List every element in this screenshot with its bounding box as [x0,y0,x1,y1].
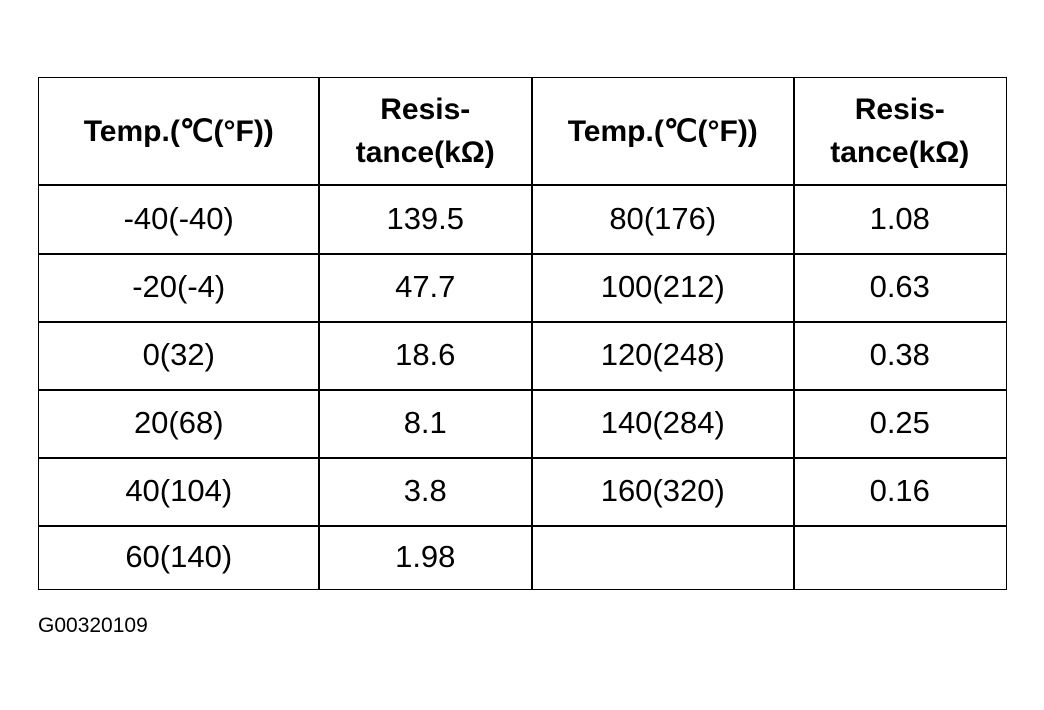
header-text: Temp.(℃(°F)) [83,114,274,148]
table-cell: 3.8 [318,457,533,527]
table-cell: 0.25 [793,389,1007,459]
header-cell: Temp.(℃(°F)) [531,77,795,186]
table-cell: 1.08 [793,184,1007,255]
figure-code: G00320109 [38,614,148,637]
table-cell: -40(-40) [38,184,320,255]
table-cell: 0(32) [38,321,320,391]
table-cell: 60(140) [38,525,320,590]
header-text: Temp.(℃(°F)) [567,114,758,148]
table-cell: 139.5 [318,184,533,255]
table-cell: 40(104) [38,457,320,527]
table-cell: 47.7 [318,253,533,323]
table-cell: 80(176) [531,184,795,255]
header-text: Resis- [380,92,471,126]
table-cell: 140(284) [531,389,795,459]
table-cell: 160(320) [531,457,795,527]
table-cell: 120(248) [531,321,795,391]
header-cell: Temp.(℃(°F)) [38,77,320,186]
table-cell: 0.38 [793,321,1007,391]
table-cell: 0.16 [793,457,1007,527]
header-text: Resis- [854,92,945,126]
table-cell: 8.1 [318,389,533,459]
table-cell: 1.98 [318,525,533,590]
table-cell: -20(-4) [38,253,320,323]
table-cell: 18.6 [318,321,533,391]
header-text: tance(kΩ) [830,136,970,170]
table-cell: 0.63 [793,253,1007,323]
table-cell [793,525,1007,590]
header-cell: Resis-tance(kΩ) [318,77,533,186]
header-cell: Resis-tance(kΩ) [793,77,1007,186]
header-text: tance(kΩ) [355,136,495,170]
table-cell: 20(68) [38,389,320,459]
table-cell [531,525,795,590]
table-cell: 100(212) [531,253,795,323]
